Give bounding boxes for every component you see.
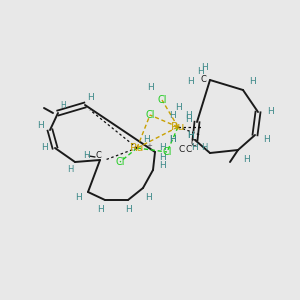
Text: H: H [60,100,66,109]
Text: H: H [42,143,48,152]
Text: H: H [145,194,152,202]
Text: H: H [187,77,194,86]
Text: H: H [160,152,167,161]
Text: H: H [82,152,89,160]
Text: H: H [160,142,167,152]
Text: C: C [186,146,192,154]
Text: H: H [187,130,194,140]
Text: H: H [196,68,203,76]
Text: H: H [192,142,198,152]
Text: Cl: Cl [162,147,172,157]
Text: H: H [184,115,191,124]
Text: H: H [264,136,270,145]
Text: H: H [184,110,191,119]
Text: H: H [147,83,153,92]
Text: H: H [144,136,150,145]
Text: H: H [37,121,44,130]
Text: H: H [75,193,81,202]
Text: H: H [201,143,207,152]
Text: H: H [175,103,182,112]
Text: H: H [243,155,249,164]
Text: H: H [160,160,167,169]
Text: C: C [95,151,101,160]
Text: Cl: Cl [157,95,167,105]
Text: H: H [97,206,104,214]
Text: H: H [187,130,194,140]
Text: Cl: Cl [115,157,125,167]
Text: C: C [179,146,185,154]
Text: +: + [146,143,152,149]
Text: C: C [200,76,206,85]
Text: H: H [169,134,176,143]
Text: H: H [202,64,208,73]
Text: H: H [169,136,176,145]
Text: Ru: Ru [171,122,185,132]
Text: Ru: Ru [130,143,144,153]
Text: H: H [267,107,273,116]
Text: H: H [87,92,93,101]
Text: H: H [67,166,73,175]
Text: C: C [190,139,196,148]
Text: H: H [250,77,256,86]
Text: H: H [169,110,176,119]
Text: Cl: Cl [145,110,155,120]
Text: H: H [124,206,131,214]
